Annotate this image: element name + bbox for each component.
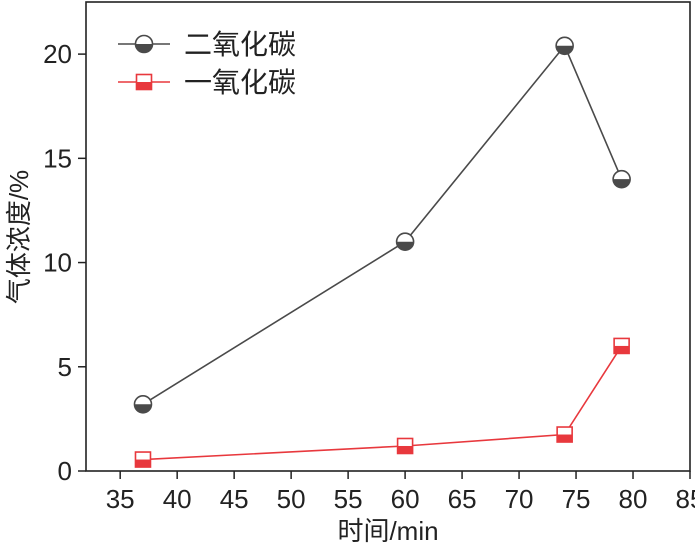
x-tick-label: 65 (448, 484, 477, 514)
y-tick-label: 10 (43, 248, 72, 278)
legend-label: 一氧化碳 (184, 67, 296, 98)
x-axis-label: 时间/min (337, 516, 438, 546)
y-tick-label: 5 (58, 352, 72, 382)
x-tick-label: 55 (334, 484, 363, 514)
series-line (142, 345, 623, 461)
data-point (612, 169, 631, 189)
x-tick-label: 35 (106, 484, 135, 514)
y-tick-label: 0 (58, 456, 72, 486)
x-tick-label: 60 (391, 484, 420, 514)
x-tick-label: 85 (676, 484, 695, 514)
data-point (134, 34, 154, 54)
x-tick-label: 40 (163, 484, 192, 514)
x-axis: 35 40 45 50 55 60 65 70 75 80 85 (106, 471, 695, 514)
x-tick-label: 75 (562, 484, 591, 514)
data-point (556, 426, 573, 443)
x-tick-label: 45 (220, 484, 249, 514)
y-axis-label: 气体浓度/% (4, 170, 34, 304)
data-point (396, 437, 414, 455)
x-tick-label: 50 (277, 484, 306, 514)
data-point (555, 36, 574, 56)
plot-frame (85, 1, 691, 472)
y-axis: 0 5 10 15 20 (43, 39, 86, 486)
series-layer (133, 36, 631, 468)
data-point (613, 337, 630, 355)
data-point (395, 232, 415, 252)
x-tick-label: 80 (619, 484, 648, 514)
data-point (135, 73, 153, 91)
data-point (134, 451, 152, 468)
data-point (133, 394, 153, 414)
y-tick-label: 15 (43, 143, 72, 173)
legend-entry: 一氧化碳 (118, 67, 296, 98)
x-tick-label: 70 (505, 484, 534, 514)
y-tick-label: 20 (43, 39, 72, 69)
series-line (142, 44, 623, 405)
legend-entry: 二氧化碳 (118, 29, 296, 60)
legend-label: 二氧化碳 (184, 29, 296, 60)
